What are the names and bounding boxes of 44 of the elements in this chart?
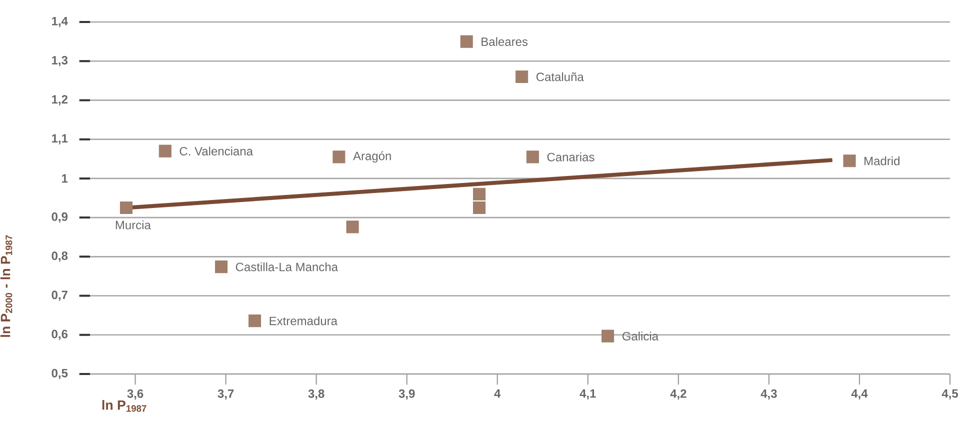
point <box>516 70 528 84</box>
point <box>346 220 359 234</box>
x-tick-label: 3,8 <box>308 389 324 400</box>
annotation: Madrid <box>864 156 900 166</box>
point <box>332 150 346 164</box>
y-tick-label: 1,3 <box>52 56 68 66</box>
point <box>602 330 614 342</box>
point <box>215 260 228 274</box>
y-tick-label: 0,6 <box>52 330 68 340</box>
x-tick-label: 4,4 <box>851 389 868 400</box>
x-tick-label: 4,1 <box>580 389 596 400</box>
x-tick-label: 4,2 <box>670 389 686 400</box>
x-tick-label: 3,6 <box>127 389 144 400</box>
annotation: C. Valenciana <box>180 146 253 156</box>
x-tick-label: 4 <box>494 389 501 398</box>
y-tick-label: 1,2 <box>52 95 68 106</box>
point <box>843 154 856 168</box>
y-tick-label: 0,5 <box>52 368 68 380</box>
y-tick-label: 1,1 <box>52 134 68 144</box>
x-tick-label: 4,5 <box>942 389 958 400</box>
point <box>472 202 486 214</box>
point <box>472 188 486 200</box>
annotation: Extremadura <box>270 316 338 326</box>
annotation: Canarias <box>547 152 594 162</box>
annotation: Cataluña <box>536 72 584 82</box>
x-axis-title: ln P$_{1987}$ <box>102 400 146 412</box>
annotation: Murcia <box>116 220 151 230</box>
y-axis-title: ln P$_{2000}$ - ln P$_{1987}$ <box>0 235 12 337</box>
point <box>120 202 132 214</box>
y-tick-label: 1 <box>62 174 68 183</box>
annotation: Baleares <box>482 37 528 46</box>
y-tick-label: 1,4 <box>52 16 68 28</box>
y-tick-label: 0,8 <box>52 252 68 262</box>
point <box>526 150 539 164</box>
y-tick-label: 0,7 <box>52 290 68 301</box>
point <box>158 144 172 158</box>
x-tick-label: 4,3 <box>760 389 777 400</box>
x-tick-label: 3,9 <box>398 389 415 400</box>
y-tick-label: 0,9 <box>52 212 68 223</box>
annotation: Aragón <box>353 151 391 163</box>
point <box>248 314 262 328</box>
x-tick-label: 3,7 <box>218 389 234 400</box>
point <box>460 35 473 48</box>
annotation: Castilla-La Mancha <box>236 262 338 272</box>
